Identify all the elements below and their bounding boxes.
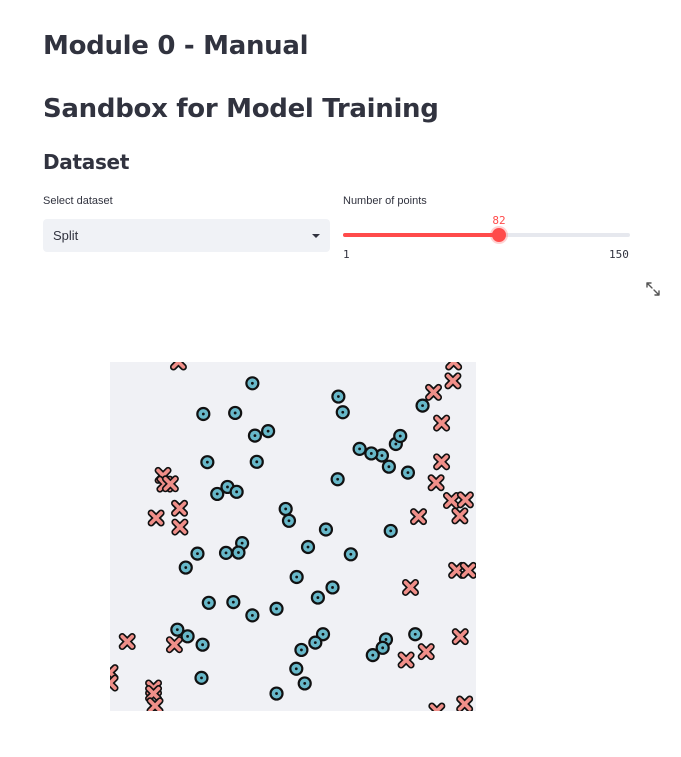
data-point-circle [190, 546, 205, 561]
data-point-circle [196, 406, 211, 422]
data-point-circle [315, 627, 331, 642]
dataset-select-value: Split [53, 228, 79, 243]
data-point-x [401, 578, 419, 596]
data-point-x [445, 362, 463, 371]
data-point-circle [195, 637, 210, 652]
data-point-circle [393, 428, 408, 444]
data-point-circle [229, 484, 244, 499]
data-point-circle [269, 601, 284, 616]
data-point-x [171, 518, 189, 536]
points-slider-min: 1 [343, 248, 350, 261]
data-point-circle [415, 398, 430, 413]
data-point-x [171, 499, 189, 517]
data-point-circle [218, 545, 234, 561]
data-point-x [433, 414, 451, 432]
data-point-circle [201, 595, 216, 610]
data-point-x [425, 383, 443, 401]
points-slider-value: 82 [492, 214, 506, 227]
data-point-circle [300, 539, 316, 555]
scatter-plot[interactable] [110, 362, 476, 711]
data-point-circle [247, 428, 263, 443]
section-heading: Dataset [43, 150, 130, 174]
data-point-x [448, 561, 466, 579]
data-point-circle [210, 486, 225, 502]
data-point-circle [249, 454, 264, 469]
data-point-circle [364, 446, 379, 461]
data-point-circle [278, 501, 293, 517]
data-point-circle [289, 661, 304, 676]
data-point-x [146, 697, 164, 711]
data-point-circle [335, 405, 350, 420]
plot-background [110, 362, 476, 711]
chevron-down-icon [312, 233, 320, 238]
data-point-x [442, 492, 460, 510]
data-point-circle [325, 580, 340, 595]
data-point-x [428, 702, 446, 711]
data-point-circle [194, 670, 209, 685]
data-point-circle [352, 441, 367, 457]
points-slider-fill [343, 233, 500, 237]
data-point-x [145, 685, 163, 703]
data-point-circle [231, 545, 246, 560]
data-point-circle [365, 648, 380, 663]
data-point-circle [228, 405, 243, 421]
data-point-x [456, 695, 474, 711]
data-point-x [169, 362, 187, 371]
data-point-x [451, 507, 469, 525]
data-point-circle [383, 523, 398, 539]
points-slider-thumb[interactable] [492, 228, 507, 242]
data-point-x [118, 633, 136, 651]
data-point-circle [180, 629, 195, 644]
points-slider-max: 150 [609, 248, 629, 261]
data-point-circle [170, 622, 185, 637]
data-point-circle [381, 459, 396, 474]
data-point-circle [343, 547, 358, 562]
select-dataset-label: Select dataset [43, 195, 113, 207]
data-point-circle [331, 389, 346, 404]
data-point-circle [330, 472, 345, 487]
data-point-circle [289, 569, 304, 585]
data-point-x [451, 628, 469, 646]
data-point-circle [408, 627, 423, 642]
page-title: Module 0 - Manual [43, 31, 309, 61]
data-point-x [110, 674, 119, 692]
data-point-circle [294, 642, 309, 658]
data-point-circle [261, 424, 276, 439]
data-point-circle [400, 465, 416, 480]
number-of-points-label: Number of points [343, 195, 427, 207]
data-point-circle [245, 608, 260, 623]
data-point-x [459, 561, 476, 579]
data-point-x [427, 474, 445, 492]
dataset-select[interactable]: Split [43, 219, 330, 252]
data-point-x [433, 453, 451, 471]
data-point-x [397, 651, 415, 669]
data-point-x [410, 508, 428, 526]
data-point-x [444, 372, 462, 390]
data-point-x [161, 475, 179, 493]
data-point-circle [269, 686, 284, 701]
data-point-circle [297, 676, 312, 691]
data-point-circle [226, 595, 241, 610]
data-point-circle [318, 522, 334, 537]
data-point-circle [310, 590, 325, 605]
data-point-x [165, 636, 183, 654]
data-point-circle [308, 635, 323, 650]
data-point-x [147, 509, 165, 527]
data-point-circle [375, 640, 390, 655]
page-subtitle: Sandbox for Model Training [43, 94, 439, 124]
expand-arrows-icon[interactable] [645, 281, 661, 302]
data-point-circle [245, 376, 260, 391]
data-point-circle [281, 513, 297, 528]
data-point-x [417, 643, 435, 661]
data-point-x [456, 491, 474, 509]
data-point-circle [178, 560, 193, 575]
data-point-circle [200, 455, 215, 470]
